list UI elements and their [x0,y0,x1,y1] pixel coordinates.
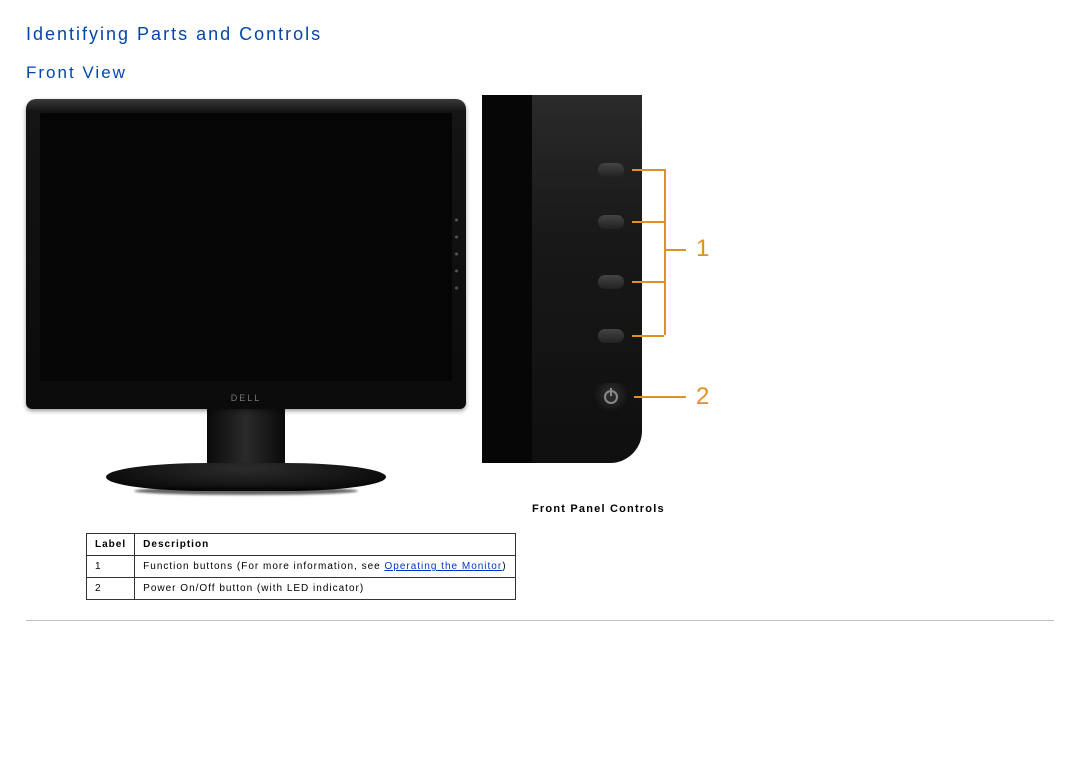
section-heading: Identifying Parts and Controls [26,24,1054,45]
closeup-caption: Front Panel Controls [532,503,665,515]
row-2-label: 2 [87,578,135,600]
monitor-base [106,463,386,491]
figure-row: DELL 1 [26,95,1054,515]
row-1-text-prefix: Function buttons (For more information, … [143,561,384,572]
callout-1-t3 [632,281,664,283]
power-button [592,383,630,411]
callout-1-t2 [632,221,664,223]
power-icon [604,390,618,404]
table-row: 2 Power On/Off button (with LED indicato… [87,578,516,600]
table-row: 1 Function buttons (For more information… [87,556,516,578]
table-header-row: Label Description [87,534,516,556]
function-button-1 [598,163,624,177]
callout-1-line [664,249,686,251]
closeup-panel [482,95,642,463]
section-divider [26,620,1054,621]
callout-1-number: 1 [696,235,709,263]
closeup-screen-edge [482,95,532,463]
function-button-4 [598,329,624,343]
callout-2-number: 2 [696,383,709,411]
function-button-2 [598,215,624,229]
monitor-screen [40,113,452,381]
row-2-description: Power On/Off button (with LED indicator) [135,578,516,600]
callout-1-top-tick [632,169,664,171]
controls-description-table: Label Description 1 Function buttons (Fo… [86,533,516,600]
function-button-3 [598,275,624,289]
section-subheading: Front View [26,63,1054,83]
row-1-text-suffix: ) [502,561,506,572]
monitor-side-controls [455,219,458,290]
monitor-neck [207,407,285,469]
dell-logo: DELL [231,393,262,403]
callout-1-bottom-tick [632,335,664,337]
row-2-text: Power On/Off button (with LED indicator) [143,583,364,594]
header-label: Label [87,534,135,556]
monitor-bezel: DELL [26,99,466,409]
operating-the-monitor-link[interactable]: Operating the Monitor [384,561,502,572]
callout-2-line [634,396,686,398]
closeup-illustration: 1 2 Front Panel Controls [482,95,782,515]
monitor-front-illustration: DELL [26,99,466,491]
row-1-label: 1 [87,556,135,578]
header-description: Description [135,534,516,556]
row-1-description: Function buttons (For more information, … [135,556,516,578]
callout-1-bracket [664,169,666,335]
